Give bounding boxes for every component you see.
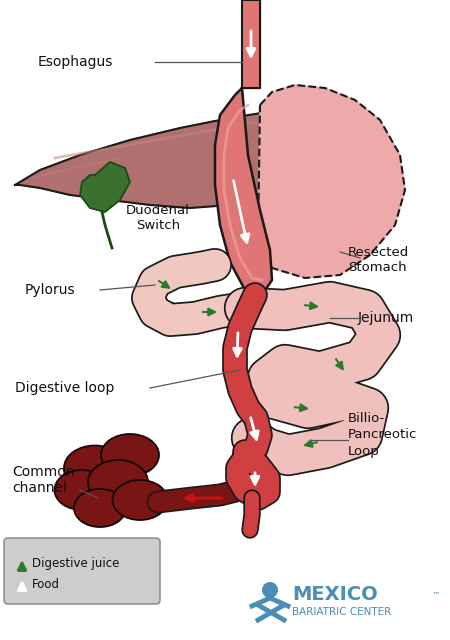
Text: MEXICO: MEXICO [292,586,378,605]
Circle shape [262,582,278,598]
Ellipse shape [112,480,167,520]
Text: Food: Food [32,577,60,591]
FancyBboxPatch shape [4,538,160,604]
Text: Common
channel: Common channel [12,465,75,495]
Polygon shape [15,108,355,208]
Ellipse shape [74,489,126,527]
Polygon shape [258,85,405,278]
Ellipse shape [64,445,126,490]
Text: Digestive loop: Digestive loop [15,381,114,395]
Polygon shape [215,88,272,295]
Polygon shape [80,162,130,212]
Ellipse shape [101,434,159,476]
Ellipse shape [54,470,109,510]
Text: Billio-
Pancreotic
Loop: Billio- Pancreotic Loop [348,412,418,458]
Text: ™: ™ [432,591,441,600]
Text: Jejunum: Jejunum [358,311,414,325]
Polygon shape [242,0,260,88]
Text: BARIATRIC CENTER: BARIATRIC CENTER [292,607,391,617]
Text: Resected
Stomach: Resected Stomach [348,246,409,274]
Ellipse shape [88,460,148,504]
Text: Duodenal
Switch: Duodenal Switch [126,204,190,232]
Text: Esophagus: Esophagus [38,55,113,69]
Text: Digestive juice: Digestive juice [32,557,119,570]
Text: Pylorus: Pylorus [25,283,76,297]
